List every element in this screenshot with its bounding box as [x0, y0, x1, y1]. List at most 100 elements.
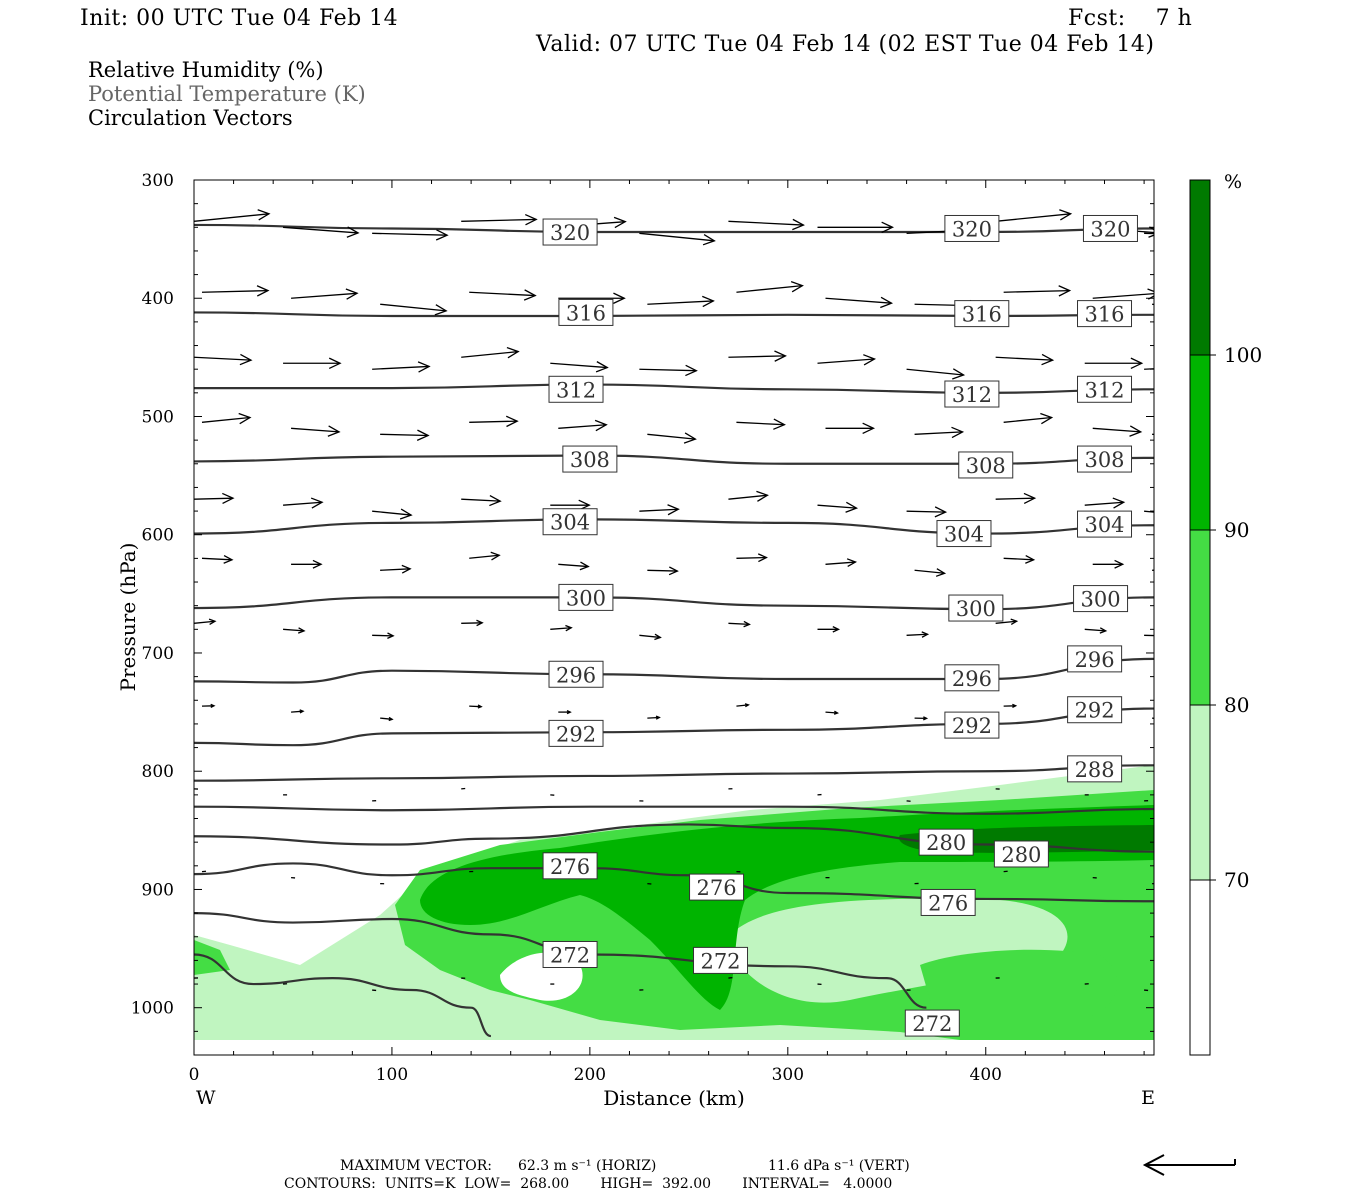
vector-arrow	[639, 368, 697, 372]
vector-arrow	[639, 508, 679, 512]
vector-arrowhead	[773, 418, 786, 430]
vector-arrowhead	[239, 353, 253, 366]
theta-contour-284	[194, 805, 1154, 815]
vector-arrowhead	[613, 216, 627, 229]
contour-label-312: 312	[952, 383, 992, 407]
contour-label-box	[944, 664, 1000, 692]
vector-arrowhead	[1114, 559, 1125, 569]
contour-label-312: 312	[556, 378, 596, 402]
vector-arrowhead	[257, 209, 271, 221]
contour-label-276: 276	[550, 855, 590, 879]
vector-arrowhead	[1099, 627, 1108, 634]
vector-arrow	[914, 569, 945, 574]
theta-contour-316	[194, 311, 1154, 318]
vector-arrowhead	[345, 288, 359, 300]
colorbar-swatch	[1189, 704, 1211, 881]
vector-arrow	[372, 510, 412, 516]
x-tick-label: 0	[189, 1065, 200, 1085]
vector-arrowhead	[1159, 633, 1165, 638]
y-tick-label: 1000	[131, 999, 174, 1019]
vector-arrow	[995, 213, 1071, 222]
vector-arrow	[550, 627, 572, 630]
vector-arrowhead	[668, 566, 679, 576]
circulation-vectors	[194, 209, 1182, 992]
vector-arrowhead	[1174, 565, 1182, 573]
colorbar-level-label: 90	[1224, 518, 1249, 542]
vector-arrow	[736, 556, 767, 559]
vector-arrowhead	[654, 633, 662, 641]
vector-arrowhead	[416, 429, 430, 441]
contour-label-box	[944, 711, 1000, 739]
vector-arrowhead	[935, 568, 947, 577]
vector-arrowhead	[702, 295, 715, 308]
contour-label-316: 316	[962, 303, 1002, 327]
y-tick-label: 300	[142, 171, 174, 191]
vector-arrowhead	[1025, 554, 1036, 564]
contour-label-box	[693, 946, 749, 974]
vector-arrowhead	[489, 495, 502, 507]
vector-arrow	[736, 284, 803, 293]
contour-label-box	[689, 873, 745, 901]
y-tick-label: 700	[142, 644, 174, 664]
vector-arrowhead	[845, 501, 859, 513]
vector-arrowhead	[210, 703, 216, 708]
x-tick-label: 200	[574, 1065, 606, 1085]
theta-contour-312	[194, 383, 1154, 394]
vector-arrow	[1084, 501, 1124, 506]
theta-contour-292	[194, 707, 1154, 747]
contour-label-box	[1077, 300, 1133, 328]
vector-arrowhead	[1129, 425, 1143, 437]
vector-arrow	[728, 622, 750, 626]
vector-arrow	[461, 350, 519, 358]
vector-arrowhead	[223, 554, 234, 564]
vector-arrow	[194, 620, 216, 624]
contour-label-292: 292	[952, 714, 992, 738]
vector-arrow	[469, 705, 482, 708]
vector-arrow	[728, 220, 804, 226]
vector-arrowhead	[1023, 492, 1037, 505]
vector-arrow	[736, 421, 785, 426]
contour-label-box	[1077, 510, 1133, 538]
vector-arrowhead	[388, 716, 394, 722]
theta-contour-288	[194, 764, 1154, 782]
vector-arrowhead	[1040, 412, 1054, 425]
x-tick-label: 400	[970, 1065, 1002, 1085]
theta-contour-296	[194, 657, 1154, 684]
vector-arrow	[550, 362, 608, 369]
contour-label-box	[558, 298, 614, 326]
vector-arrowhead	[774, 350, 787, 362]
plot-frame	[193, 179, 1155, 1056]
contour-label-292: 292	[1075, 699, 1115, 723]
vector-arrowhead	[1012, 703, 1018, 708]
vector-arrow	[283, 628, 305, 632]
contour-label-box	[1082, 214, 1138, 242]
vector-arrowhead	[434, 304, 448, 316]
contour-label-308: 308	[966, 454, 1006, 478]
contour-label-296: 296	[556, 663, 596, 687]
vector-arrowhead	[328, 357, 342, 369]
max-vector-label: MAXIMUM VECTOR:	[340, 1158, 492, 1174]
vector-arrow	[647, 300, 714, 305]
contour-label-box	[1067, 755, 1123, 783]
contour-label-box	[954, 300, 1010, 328]
vector-arrowhead	[702, 234, 716, 246]
vector-arrow	[372, 232, 448, 236]
max-vector-vert: 11.6 dPa s⁻¹ (VERT)	[768, 1158, 910, 1174]
contour-label-320: 320	[1090, 217, 1130, 241]
contour-label-320: 320	[550, 221, 590, 245]
vector-arrowhead	[756, 490, 769, 502]
contour-label-300: 300	[566, 586, 606, 610]
colorbar-swatch	[1189, 179, 1211, 356]
contour-label-304: 304	[550, 511, 590, 535]
colorbar-swatch	[1189, 529, 1211, 706]
y-tick-label: 600	[142, 526, 174, 546]
vector-arrow	[817, 358, 875, 364]
vector-arrow	[194, 213, 270, 222]
vector-arrowhead	[238, 412, 252, 425]
y-tick-label: 500	[142, 407, 174, 427]
colorbar-level-label: 80	[1224, 693, 1249, 717]
vector-arrowhead	[565, 624, 573, 632]
contour-label-280: 280	[1001, 843, 1041, 867]
vector-arrowhead	[506, 346, 520, 359]
vector-arrowhead	[1059, 209, 1073, 221]
